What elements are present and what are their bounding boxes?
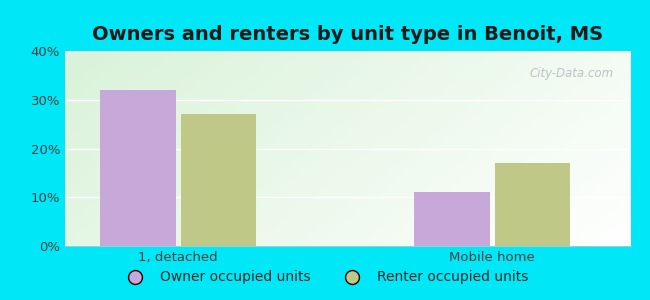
Bar bbox=[181, 114, 256, 246]
Bar bbox=[414, 192, 489, 246]
Legend: Owner occupied units, Renter occupied units: Owner occupied units, Renter occupied un… bbox=[116, 265, 534, 290]
Bar bbox=[495, 163, 570, 246]
Text: City-Data.com: City-Data.com bbox=[529, 67, 614, 80]
Bar bbox=[100, 90, 176, 246]
Title: Owners and renters by unit type in Benoit, MS: Owners and renters by unit type in Benoi… bbox=[92, 25, 603, 44]
